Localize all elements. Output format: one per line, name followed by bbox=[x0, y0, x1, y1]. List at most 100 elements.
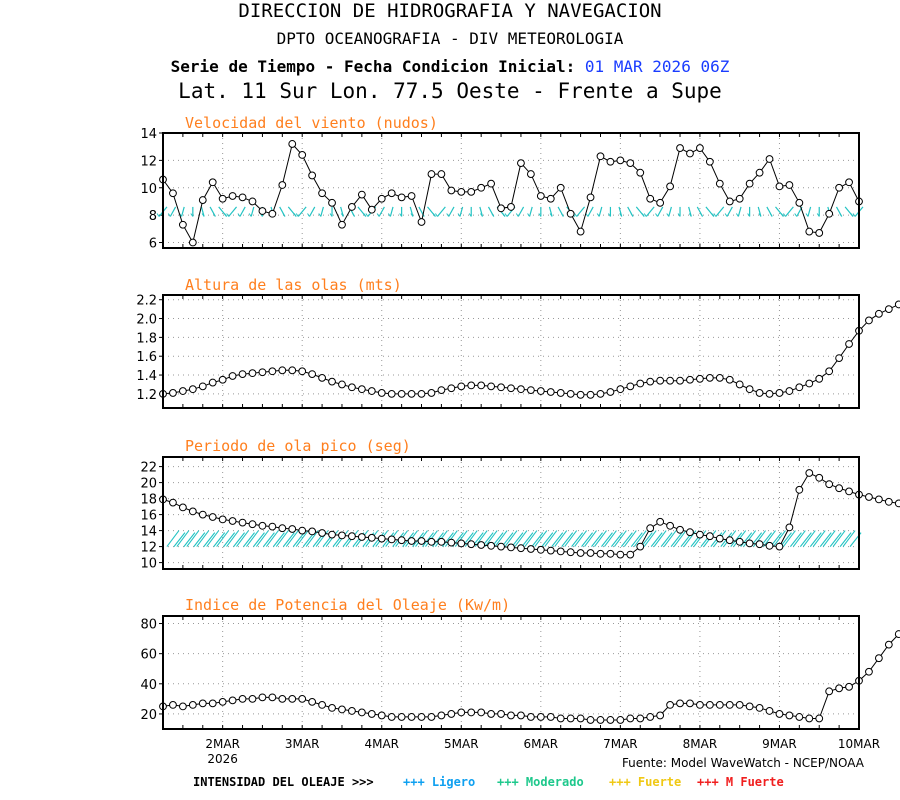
data-point bbox=[735, 700, 744, 709]
data-point bbox=[616, 156, 625, 165]
y-tick-label: 8 bbox=[149, 209, 157, 224]
data-point bbox=[646, 713, 655, 721]
wind-arrow-head bbox=[700, 213, 703, 217]
y-tick-label: 1.2 bbox=[136, 388, 157, 403]
data-point bbox=[606, 388, 615, 396]
data-point bbox=[586, 390, 595, 399]
data-point bbox=[348, 532, 356, 541]
y-tick-label: 1.6 bbox=[136, 350, 157, 365]
wind-arrow-head bbox=[352, 213, 355, 217]
data-point bbox=[487, 541, 496, 550]
data-point bbox=[447, 384, 456, 393]
y-tick-label: 18 bbox=[140, 493, 157, 508]
wave-direction-arrow bbox=[253, 532, 265, 547]
wind-direction-arrow bbox=[459, 206, 464, 217]
y-tick-label: 40 bbox=[140, 678, 157, 693]
wave-direction-arrow bbox=[325, 530, 339, 547]
wave-direction-arrow bbox=[511, 532, 524, 547]
data-point bbox=[596, 152, 605, 161]
data-point bbox=[815, 229, 824, 237]
data-point bbox=[546, 388, 555, 396]
data-point bbox=[447, 186, 456, 195]
data-point bbox=[765, 707, 774, 715]
data-point bbox=[308, 697, 317, 706]
data-point bbox=[785, 387, 794, 395]
wind-direction-arrow bbox=[737, 206, 742, 217]
wind-direction-arrow bbox=[688, 206, 692, 217]
wave-direction-arrow bbox=[693, 530, 707, 547]
data-point bbox=[566, 209, 575, 218]
data-point bbox=[696, 530, 704, 539]
plot-frame bbox=[162, 294, 860, 409]
data-point bbox=[377, 389, 386, 397]
data-point bbox=[755, 389, 764, 397]
data-point bbox=[208, 178, 217, 187]
data-point bbox=[865, 667, 873, 676]
data-point bbox=[387, 713, 396, 721]
wave-direction-arrow bbox=[292, 532, 305, 547]
wave-direction-arrow bbox=[203, 532, 216, 547]
data-point bbox=[308, 527, 317, 536]
data-point bbox=[676, 699, 684, 708]
wave-direction-arrow bbox=[610, 532, 623, 547]
header-init-label: Serie de Tiempo - Fecha Condicion Inicia… bbox=[170, 57, 585, 76]
wave-direction-arrow bbox=[663, 530, 677, 547]
wave-direction-arrow bbox=[484, 530, 498, 547]
data-point bbox=[487, 382, 496, 391]
wind-arrow-head bbox=[643, 213, 647, 217]
data-point bbox=[785, 181, 794, 189]
data-point bbox=[517, 544, 525, 553]
data-point bbox=[357, 533, 366, 541]
data-point bbox=[377, 534, 386, 543]
data-point bbox=[457, 382, 466, 391]
wind-arrow-head bbox=[783, 213, 786, 217]
x-axis-label: 9MAR bbox=[762, 737, 797, 751]
data-point bbox=[835, 684, 844, 693]
data-point bbox=[268, 209, 277, 218]
data-point bbox=[616, 716, 625, 724]
wind-direction-arrow bbox=[587, 206, 594, 217]
wave-direction-arrow bbox=[534, 530, 548, 547]
y-tick-label: 2.0 bbox=[136, 313, 157, 328]
chart-title: Altura de las olas (mts) bbox=[185, 276, 402, 294]
data-point bbox=[666, 182, 674, 191]
wind-arrow-head bbox=[237, 213, 241, 217]
data-point bbox=[169, 498, 177, 507]
wind-arrow-head bbox=[585, 213, 589, 217]
data-point bbox=[636, 714, 645, 723]
data-point bbox=[188, 507, 197, 516]
data-point bbox=[735, 380, 744, 389]
data-point bbox=[735, 537, 744, 546]
wave-direction-arrow bbox=[620, 532, 633, 547]
wave-direction-arrow bbox=[630, 532, 643, 547]
data-point bbox=[894, 630, 900, 638]
wind-direction-arrow bbox=[807, 206, 812, 217]
wind-arrow-head bbox=[491, 213, 495, 217]
data-point bbox=[397, 713, 406, 721]
data-point bbox=[795, 713, 804, 721]
wind-arrow-head bbox=[410, 213, 414, 217]
wind-arrow-head bbox=[340, 213, 344, 217]
data-point bbox=[666, 700, 674, 709]
data-point bbox=[387, 189, 396, 198]
wave-direction-arrow bbox=[842, 530, 856, 547]
wind-direction-arrow bbox=[715, 206, 725, 217]
data-point bbox=[715, 534, 724, 543]
data-point bbox=[775, 389, 784, 397]
wave-direction-arrow bbox=[186, 530, 200, 547]
chart-panel-4: Indice de Potencia del Oleaje (Kw/m) 20 40… bbox=[140, 596, 900, 730]
data-point bbox=[198, 510, 207, 519]
data-point bbox=[805, 227, 814, 236]
wind-direction-arrow bbox=[576, 206, 586, 217]
data-point bbox=[745, 539, 754, 548]
data-point bbox=[586, 716, 595, 724]
data-point bbox=[566, 714, 575, 723]
wave-direction-arrow bbox=[454, 530, 468, 547]
data-point bbox=[407, 713, 416, 721]
data-point bbox=[835, 484, 844, 493]
data-point bbox=[278, 524, 287, 533]
data-point bbox=[208, 378, 217, 387]
wave-direction-arrow bbox=[763, 530, 776, 547]
data-point bbox=[526, 170, 535, 178]
wave-direction-arrow bbox=[166, 530, 180, 547]
